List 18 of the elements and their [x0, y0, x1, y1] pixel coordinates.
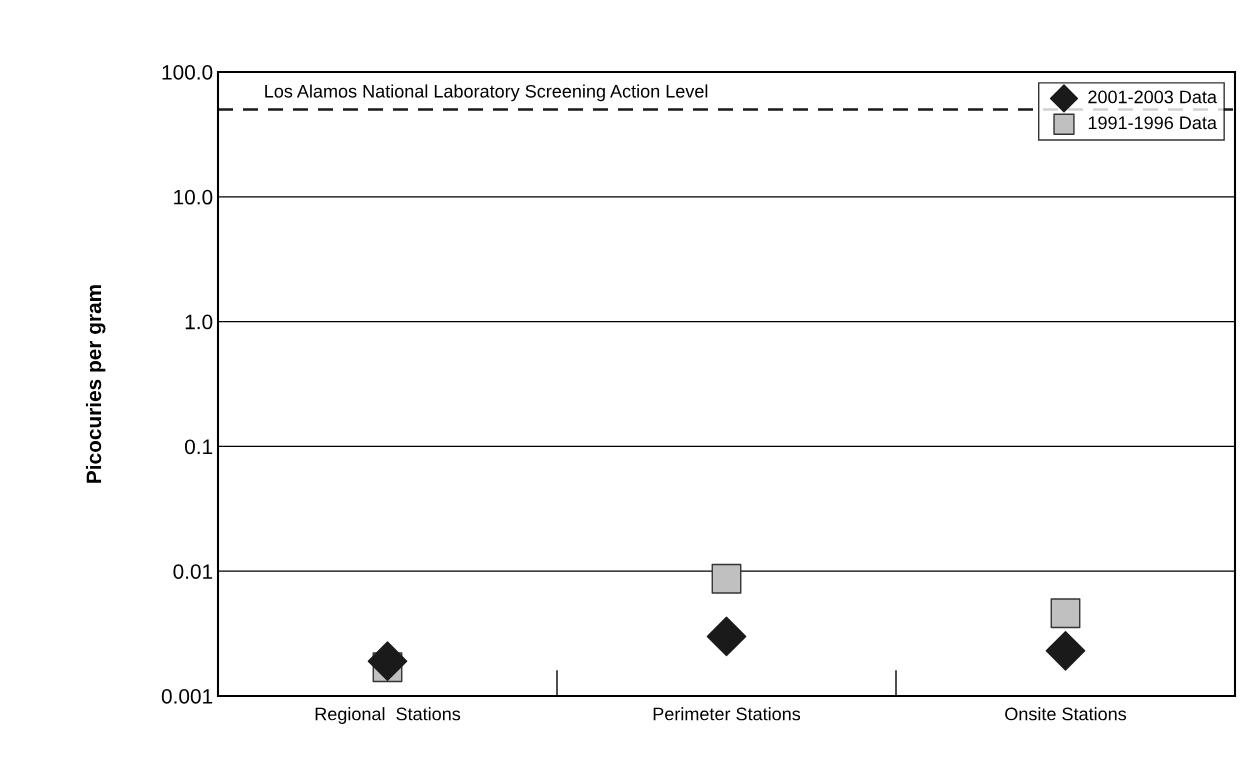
y-tick-label: 100.0 [162, 65, 213, 80]
point [1050, 598, 1081, 629]
y-axis-title: Picocuries per gram [85, 285, 106, 483]
x-tick-label: Onsite Stations [1005, 707, 1127, 721]
x-tick-label: Perimeter Stations [653, 707, 801, 721]
point [706, 616, 747, 657]
x-tick-label: Regional Stations [315, 707, 461, 724]
y-tick-label: 0.1 [184, 439, 213, 455]
legend-label: 2001-2003 Data [1088, 90, 1217, 104]
y-tick-label: 1.0 [185, 314, 213, 330]
ref-line-label: Los Alamos National Laboratory Screening Action Level [265, 84, 708, 102]
point [367, 641, 408, 682]
point [711, 563, 742, 594]
y-tick-label: 10.0 [174, 189, 213, 205]
point [1045, 631, 1086, 671]
y-tick-label: 0.01 [173, 564, 213, 579]
y-tick-label: 0.001 [161, 689, 213, 704]
legend-label: 1991-1996 Data [1088, 116, 1217, 130]
